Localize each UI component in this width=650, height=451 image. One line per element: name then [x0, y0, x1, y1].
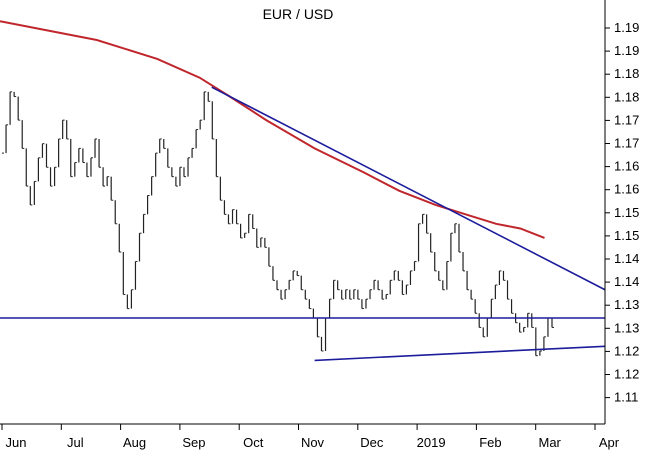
y-tick-label: 1.14 [614, 274, 639, 289]
x-tick-label: Nov [301, 435, 325, 450]
x-axis-ticks: Jun Jul Aug Sep Oct Nov Dec 2019 Feb Mar Apr [1, 424, 620, 450]
y-tick-label: 1.13 [614, 297, 639, 312]
y-tick-label: 1.17 [614, 136, 639, 151]
y-tick-label: 1.15 [614, 228, 639, 243]
chart-title: EUR / USD [263, 6, 334, 22]
y-tick-label: 1.11 [614, 390, 638, 405]
trend-line [211, 86, 606, 291]
y-tick-label: 1.18 [614, 66, 639, 81]
y-tick-label: 1.17 [614, 112, 639, 127]
trend-line [314, 345, 606, 362]
trend-lines [0, 86, 606, 362]
x-tick-label: Jun [6, 435, 27, 450]
y-tick-label: 1.16 [614, 159, 639, 174]
y-tick-label: 1.14 [614, 251, 639, 266]
y-tick-label: 1.18 [614, 89, 639, 104]
x-tick-label: Oct [243, 435, 264, 450]
y-tick-label: 1.19 [614, 43, 639, 58]
moving-average-line [0, 20, 545, 239]
x-tick-label: Sep [182, 435, 205, 450]
y-tick-label: 1.12 [614, 343, 639, 358]
y-tick-label: 1.15 [614, 205, 639, 220]
y-tick-label: 1.12 [614, 367, 639, 382]
x-tick-label: Feb [479, 435, 501, 450]
x-tick-label: Jul [67, 435, 84, 450]
y-axis-ticks: 1.11 1.12 1.12 1.13 1.13 1.14 1.14 1.15 1.15 1.16… [605, 20, 639, 405]
y-tick-label: 1.19 [614, 20, 639, 35]
y-tick-label: 1.13 [614, 320, 639, 335]
x-tick-label: Mar [539, 435, 562, 450]
x-tick-label: Dec [360, 435, 384, 450]
price-bars [2, 91, 554, 357]
y-tick-label: 1.16 [614, 182, 639, 197]
x-tick-label: Apr [599, 435, 620, 450]
x-tick-label: Aug [123, 435, 146, 450]
x-tick-label: 2019 [417, 435, 446, 450]
